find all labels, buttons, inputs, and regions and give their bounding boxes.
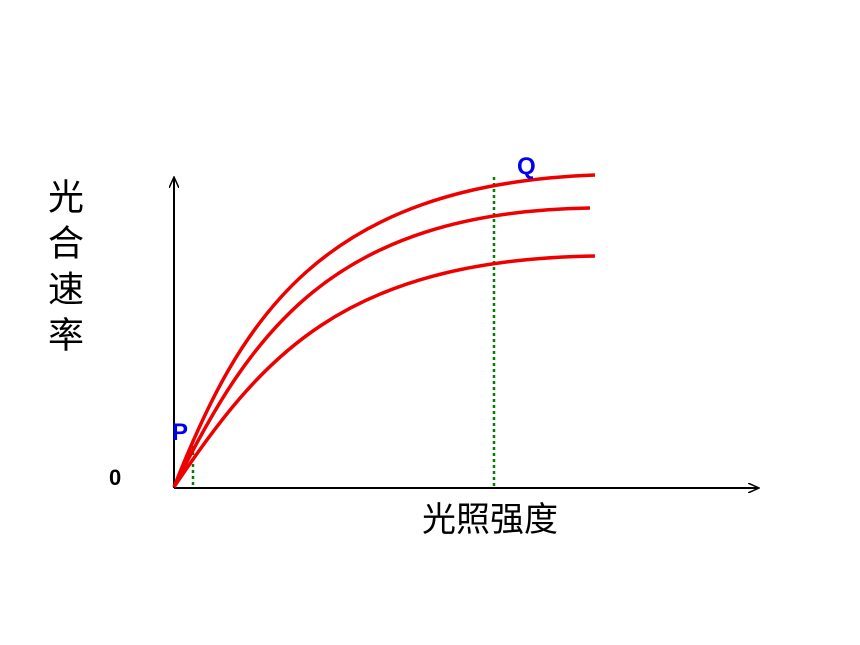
curve: [172, 173, 596, 488]
y-axis-label: 光合速率: [42, 178, 83, 362]
point-label: Q: [517, 153, 536, 180]
x-axis-label: 光照强度: [422, 500, 558, 540]
curve: [172, 254, 596, 488]
point-label: P: [172, 419, 188, 446]
curve: [172, 206, 591, 488]
origin-label: 0: [109, 465, 121, 490]
